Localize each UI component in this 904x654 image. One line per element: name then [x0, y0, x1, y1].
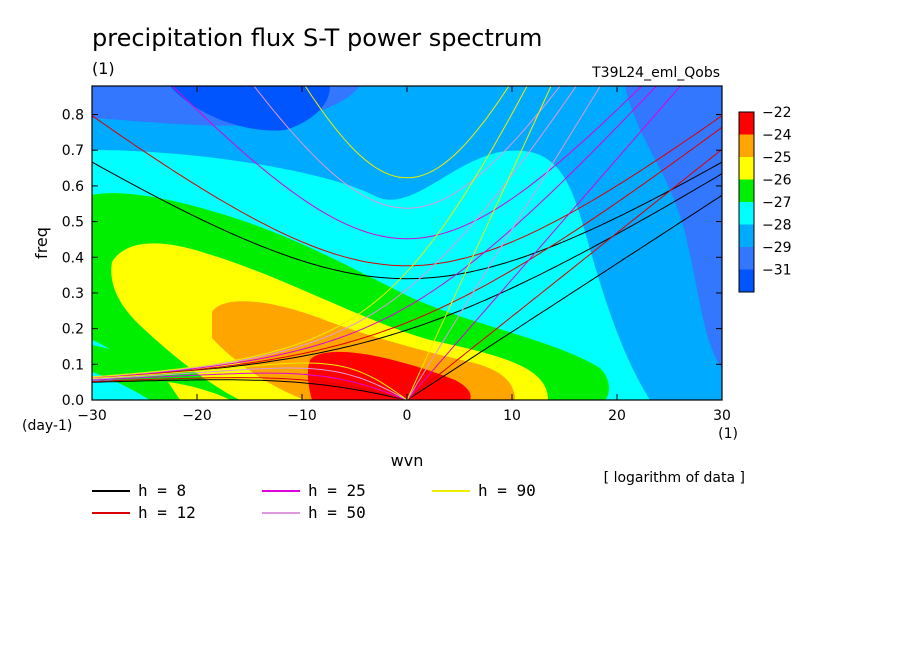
inertia-gravity-wave-curve — [92, 115, 722, 267]
x-axis: −30 −20 −10 0 10 20 30 — [77, 86, 731, 424]
colorbar-swatch — [739, 224, 754, 247]
colorbar-swatch — [739, 112, 754, 135]
colorbar-swatch — [739, 157, 754, 180]
colorbar-label: −26 — [762, 173, 792, 189]
x-tick-label: −10 — [287, 408, 317, 424]
y-tick-label: 0.2 — [62, 322, 84, 338]
dispersion-curves — [92, 86, 722, 400]
colorbar-label: −24 — [762, 128, 792, 144]
contour-level-29-region-east — [625, 86, 722, 368]
mixed-rossby-gravity-wave-curve — [92, 86, 528, 378]
mixed-rossby-gravity-wave-curve — [92, 126, 722, 379]
title-units: (1) — [92, 59, 115, 78]
x-tick-label: −30 — [77, 408, 107, 424]
equatorial-rossby-wave-curve — [92, 379, 408, 400]
colorbar-swatch — [739, 247, 754, 270]
colorbar-label: −25 — [762, 150, 792, 166]
colorbar-frame — [738, 111, 755, 293]
colorbar-label: −29 — [762, 240, 792, 256]
x-tick-label: 30 — [713, 408, 731, 424]
plot-area — [92, 86, 722, 400]
equatorial-rossby-wave-curve — [92, 367, 408, 400]
y-tick-label: 0.7 — [62, 143, 84, 159]
data-note: [ logarithm of data ] — [604, 470, 745, 486]
legend-label: h = 90 — [478, 481, 536, 500]
chart-title: precipitation flux S-T power spectrum — [92, 24, 542, 52]
equatorial-rossby-wave-curve — [92, 372, 408, 400]
contour-level-31-region — [170, 86, 330, 131]
colorbar-swatch — [739, 202, 754, 225]
y-tick-label: 0.3 — [62, 286, 84, 302]
equatorial-rossby-wave-curve — [92, 362, 408, 400]
experiment-label: T39L24_eml_Qobs — [591, 65, 720, 81]
colorbar: −22 −24 −25 −26 −27 −28 −29 −31 — [738, 105, 792, 293]
legend-label: h = 8 — [138, 481, 186, 500]
y-tick-label: 0.5 — [62, 215, 84, 231]
y-tick-label: 0.4 — [62, 250, 84, 266]
y-axis-unit: (day-1) — [22, 418, 72, 434]
contour-low-freq-yellow-band — [168, 382, 230, 400]
colorbar-label: −31 — [762, 263, 792, 279]
legend: h = 8 h = 12 h = 25 h = 50 h = 90 — [92, 481, 536, 522]
kelvin-wave-curve — [406, 86, 552, 400]
colorbar-label: −28 — [762, 218, 792, 234]
kelvin-wave-curve — [406, 86, 682, 400]
inertia-gravity-wave-curve — [171, 86, 643, 240]
y-tick-label: 0.6 — [62, 179, 84, 195]
equatorial-rossby-wave-curve — [92, 377, 408, 400]
colorbar-swatch — [739, 134, 754, 157]
y-tick-label: 0.8 — [62, 108, 84, 124]
y-axis: 0.0 0.1 0.2 0.3 0.4 0.5 0.6 0.7 0.8 — [62, 108, 722, 409]
legend-label: h = 12 — [138, 503, 196, 522]
inertia-gravity-wave-curve — [253, 86, 561, 209]
mixed-rossby-gravity-wave-curve — [92, 86, 577, 378]
x-axis-label: wvn — [391, 451, 424, 470]
inertia-gravity-wave-curve — [92, 161, 722, 280]
kelvin-wave-curve — [406, 148, 722, 400]
colorbar-swatch — [739, 179, 754, 202]
kelvin-wave-curve — [406, 194, 722, 400]
inertia-gravity-wave-curve — [304, 86, 510, 179]
x-tick-label: −20 — [182, 408, 212, 424]
mixed-rossby-gravity-wave-curve — [92, 86, 658, 378]
x-tick-label: 0 — [403, 408, 412, 424]
colorbar-label: −27 — [762, 195, 792, 211]
colorbar-swatch — [739, 269, 754, 292]
y-axis-label: freq — [32, 227, 51, 259]
colorbar-label: −22 — [762, 105, 792, 121]
x-tick-label: 10 — [503, 408, 521, 424]
legend-label: h = 25 — [308, 481, 366, 500]
x-tick-label: 20 — [608, 408, 626, 424]
kelvin-wave-curve — [406, 86, 601, 400]
x-axis-unit: (1) — [718, 426, 738, 442]
y-tick-label: 0.1 — [62, 357, 84, 373]
legend-label: h = 50 — [308, 503, 366, 522]
y-tick-label: 0.0 — [62, 393, 84, 409]
